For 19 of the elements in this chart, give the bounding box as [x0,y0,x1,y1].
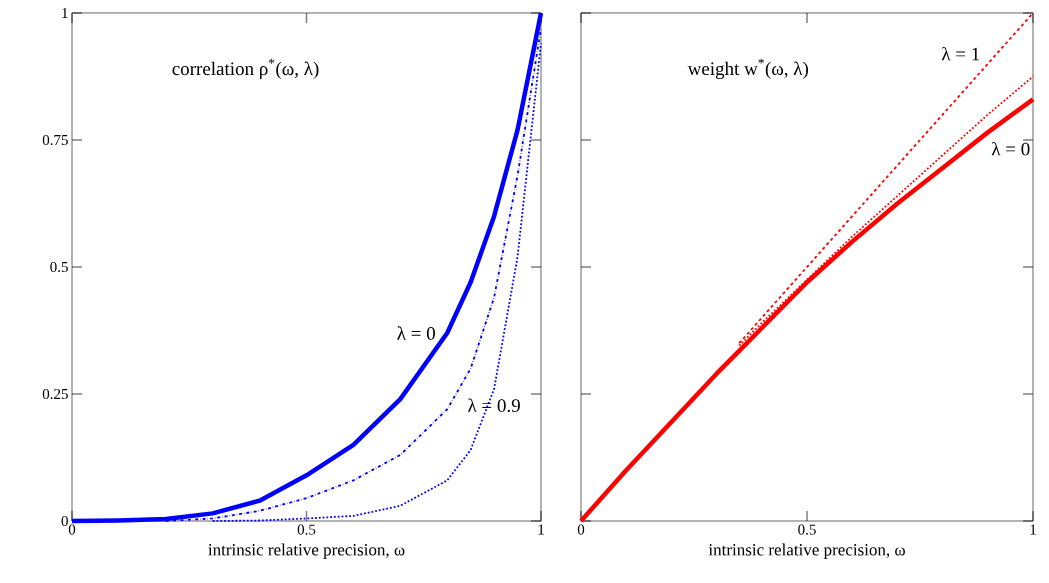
series-label: λ = 0 [991,141,1030,156]
x-axis-title: intrinsic relative precision, ω [208,543,405,559]
y-tick-label: 0.75 [42,134,68,146]
y-tick-label: 1 [62,8,68,18]
x-tick-label: 1 [538,524,544,535]
series-label: λ = 0.9 [468,398,520,413]
x-axis-title: intrinsic relative precision, ω [708,543,905,559]
series-label: λ = 0 [397,326,435,340]
y-tick-label: 0.5 [50,261,68,273]
x-tick-label: 0.5 [798,524,816,535]
x-tick-label: 1 [1030,524,1036,535]
text: correlation ρ$^{*}$(ω, λ) [172,58,319,79]
y-tick-label: 0 [61,515,68,527]
x-tick-label: 0.5 [297,524,316,535]
x-tick-label: 0 [68,524,76,535]
y-tick-label: 0.25 [42,388,68,400]
series-label: λ = 1 [941,46,980,61]
text: weight w$^{*}$(ω, λ) [687,58,808,80]
x-tick-label: 0 [577,524,585,535]
